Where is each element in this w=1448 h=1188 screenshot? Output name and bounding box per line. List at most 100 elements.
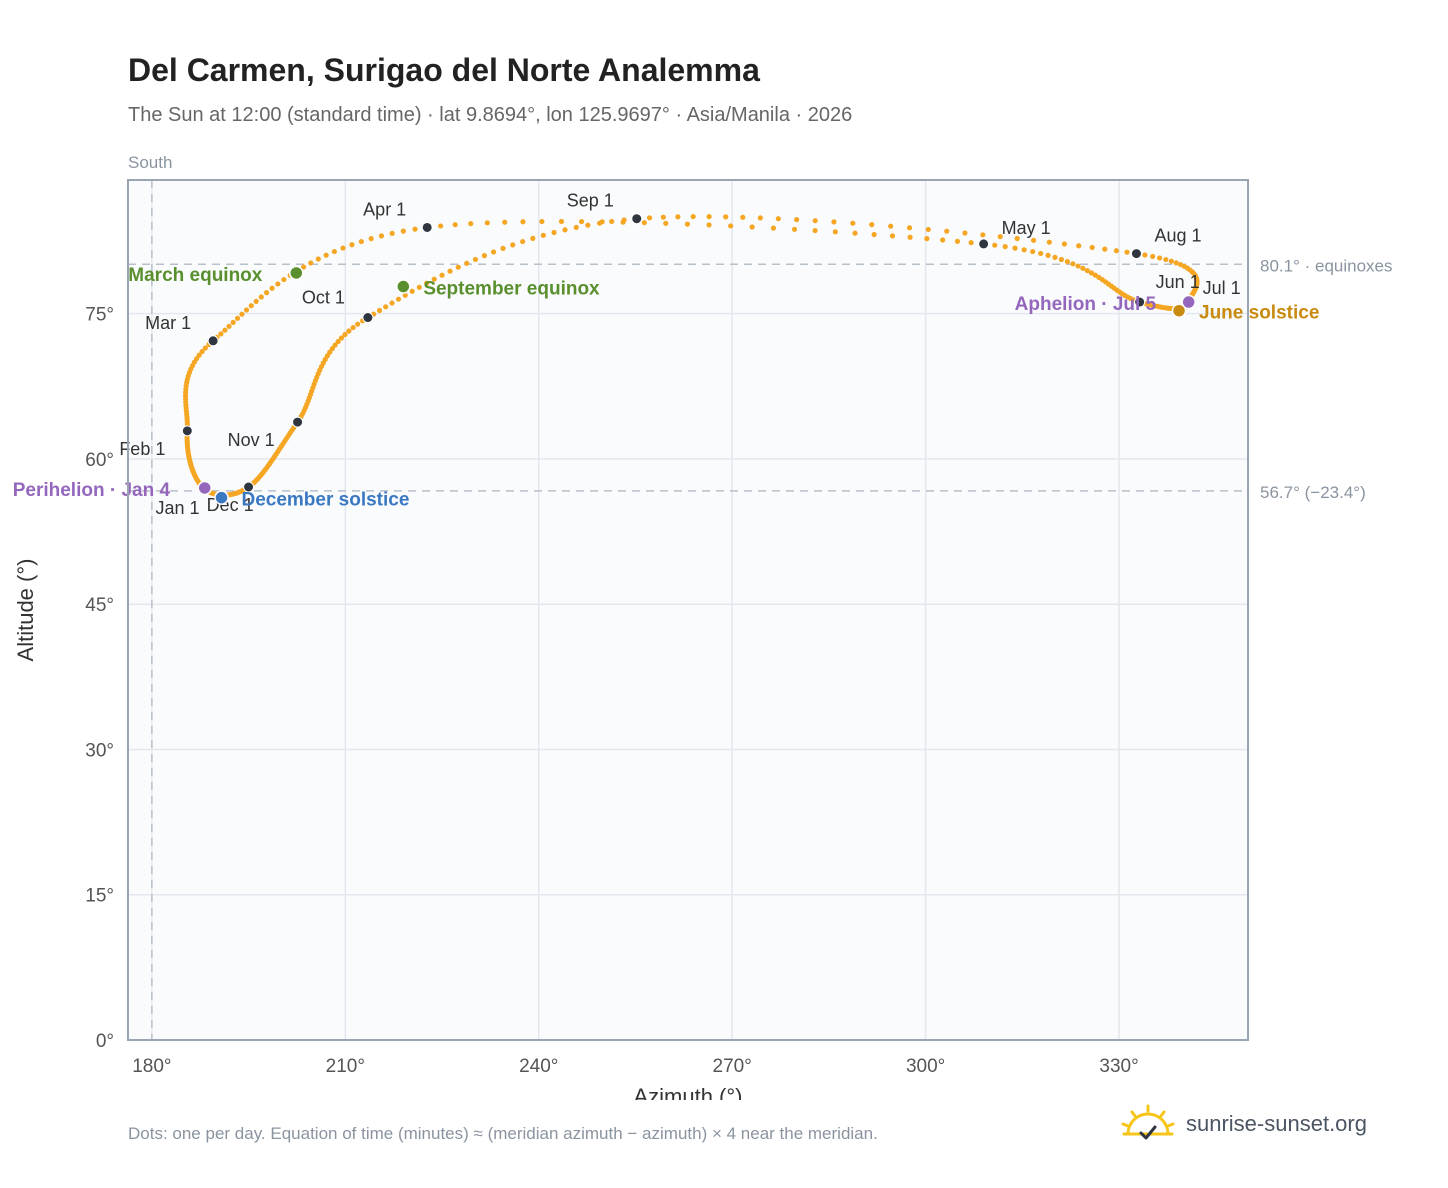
daily-sun-dot xyxy=(1168,258,1174,264)
daily-sun-dot xyxy=(906,225,913,231)
daily-sun-dot xyxy=(395,296,402,302)
daily-sun-dot xyxy=(481,253,488,259)
daily-sun-dot xyxy=(684,221,690,227)
daily-sun-dot xyxy=(400,228,406,234)
brand[interactable]: sunrise-sunset.org xyxy=(1120,1100,1367,1148)
month-marker xyxy=(1134,296,1146,308)
event-label: Perihelion · Jan 4 xyxy=(13,480,171,501)
daily-sun-dot xyxy=(389,300,395,306)
daily-sun-dot xyxy=(1084,267,1090,274)
daily-sun-dot xyxy=(968,240,974,246)
daily-sun-dot xyxy=(1088,270,1095,276)
event-label: June solstice xyxy=(1199,303,1319,324)
daily-sun-dot xyxy=(464,260,470,266)
daily-sun-dot xyxy=(775,216,781,222)
month-label: Feb 1 xyxy=(119,439,165,459)
daily-sun-dot xyxy=(791,226,798,232)
daily-sun-dot xyxy=(510,242,516,248)
daily-sun-dot xyxy=(331,248,337,255)
daily-sun-dot xyxy=(888,223,894,229)
daily-sun-dot xyxy=(940,237,946,243)
daily-sun-dot xyxy=(329,346,335,352)
daily-sun-dot xyxy=(1124,249,1130,255)
x-tick-label: 270° xyxy=(713,1056,752,1077)
daily-sun-dot xyxy=(196,352,202,358)
daily-sun-dot xyxy=(1089,244,1095,251)
daily-sun-dot xyxy=(315,256,321,262)
event-label: Aphelion · Jul 5 xyxy=(1015,294,1157,315)
daily-sun-dot xyxy=(412,226,418,232)
daily-sun-dot xyxy=(424,280,430,286)
daily-sun-dot xyxy=(230,319,236,325)
daily-sun-dot xyxy=(641,220,647,226)
daily-sun-dot xyxy=(1058,256,1065,263)
daily-sun-dot xyxy=(269,285,275,291)
daily-sun-dot xyxy=(850,220,856,226)
month-label: Jul 1 xyxy=(1203,278,1241,298)
daily-sun-dot xyxy=(663,220,669,226)
month-label: Sep 1 xyxy=(567,191,614,211)
daily-sun-dot xyxy=(609,218,615,225)
daily-sun-dot xyxy=(452,222,458,228)
daily-sun-dot xyxy=(1021,247,1027,253)
daily-sun-dot xyxy=(980,232,986,238)
daily-sun-dot xyxy=(770,225,777,231)
y-tick-label: 75° xyxy=(85,305,114,326)
month-marker xyxy=(421,221,433,233)
daily-sun-dot xyxy=(447,268,453,274)
daily-sun-dot xyxy=(907,234,913,240)
daily-sun-dot xyxy=(218,331,224,337)
daily-sun-dot xyxy=(954,238,961,244)
event-label: March equinox xyxy=(128,265,263,286)
daily-sun-dot xyxy=(409,288,415,294)
daily-sun-dot xyxy=(263,290,270,296)
daily-sun-dot xyxy=(562,227,568,233)
x-tick-label: 180° xyxy=(132,1056,171,1077)
event-marker xyxy=(289,265,304,281)
daily-sun-dot xyxy=(332,342,338,348)
daily-sun-dot xyxy=(243,307,250,313)
daily-sun-dot xyxy=(389,230,395,236)
daily-sun-dot xyxy=(1030,248,1036,255)
daily-sun-dot xyxy=(248,303,254,309)
brand-text: sunrise-sunset.org xyxy=(1186,1111,1367,1136)
daily-sun-dot xyxy=(1156,255,1163,261)
daily-sun-dot xyxy=(346,328,352,334)
month-marker xyxy=(207,335,219,347)
sun-logo-icon xyxy=(1121,1104,1175,1140)
daily-sun-dot xyxy=(706,214,712,220)
event-marker xyxy=(1181,294,1196,310)
y-tick-label: 0° xyxy=(96,1031,114,1052)
daily-sun-dot xyxy=(925,226,931,233)
daily-sun-dot xyxy=(831,219,837,225)
daily-sun-dot xyxy=(1045,252,1051,258)
daily-sun-dot xyxy=(1163,256,1169,263)
reference-line-label: 80.1° · equinoxes xyxy=(1260,256,1393,275)
x-axis-title: Azimuth (°) xyxy=(633,1084,742,1100)
daily-sun-dot xyxy=(239,311,245,317)
daily-sun-dot xyxy=(757,215,763,221)
month-label: Jun 1 xyxy=(1156,272,1200,292)
x-tick-label: 300° xyxy=(906,1056,945,1077)
daily-sun-dot xyxy=(502,219,508,225)
y-tick-label: 15° xyxy=(85,886,114,907)
footnote: Dots: one per day. Equation of time (min… xyxy=(128,1124,878,1143)
daily-sun-dot xyxy=(455,264,461,270)
month-marker xyxy=(243,481,255,493)
month-label: Apr 1 xyxy=(363,199,406,219)
daily-sun-dot xyxy=(690,213,696,220)
daily-sun-dot xyxy=(308,260,314,266)
daily-sun-dot xyxy=(376,307,383,314)
daily-sun-dot xyxy=(202,345,208,351)
daily-sun-dot xyxy=(1102,246,1108,252)
daily-sun-dot xyxy=(1030,237,1037,243)
daily-sun-dot xyxy=(749,224,755,230)
daily-sun-dot xyxy=(1064,259,1070,265)
month-label: Mar 1 xyxy=(145,313,191,333)
daily-sun-dot xyxy=(431,276,437,282)
daily-sun-dot xyxy=(1061,241,1068,247)
daily-sun-dot xyxy=(253,298,259,304)
daily-sun-dot xyxy=(368,236,374,242)
daily-sun-dot xyxy=(812,218,818,224)
month-marker xyxy=(292,416,304,428)
